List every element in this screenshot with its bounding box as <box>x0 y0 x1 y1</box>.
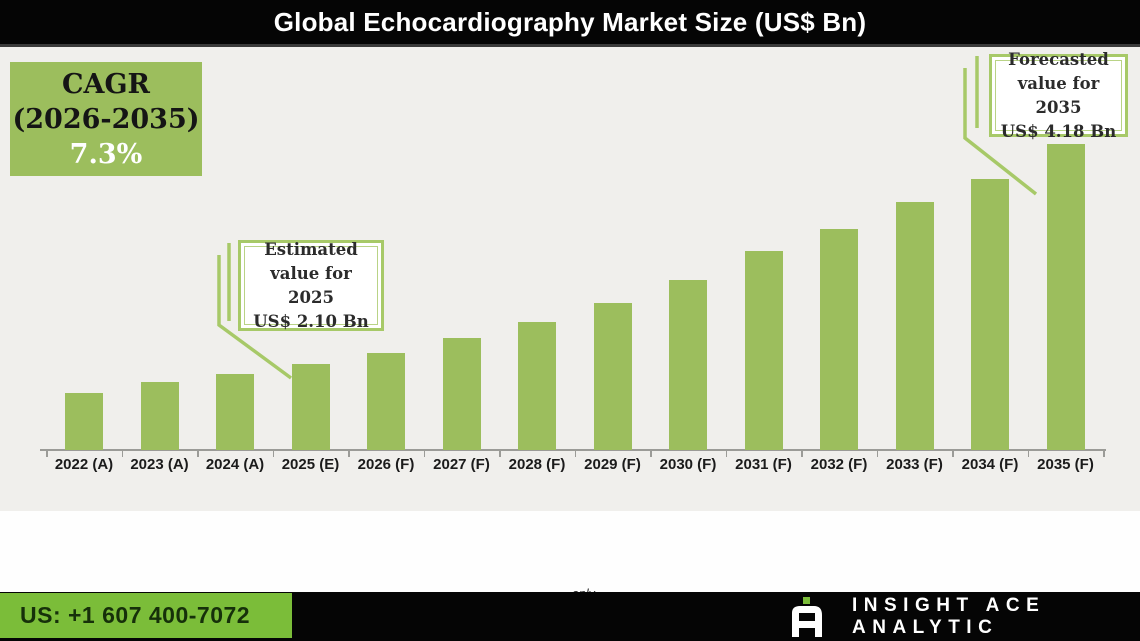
x-axis-label: 2029 (F) <box>584 456 641 473</box>
x-axis-tick <box>348 451 350 457</box>
x-axis-tick <box>574 451 577 457</box>
x-axis-label: 2027 (F) <box>433 456 490 473</box>
x-axis-tick <box>272 451 275 457</box>
x-axis-label: 2025 (E) <box>281 456 340 473</box>
x-axis-tick <box>121 451 124 457</box>
estimated-value-callout: Estimated value for 2025 US$ 2.10 Bn <box>238 240 384 331</box>
x-axis-tick <box>725 451 728 457</box>
brand-name: INSIGHT ACE ANALYTIC <box>852 594 1046 638</box>
footer-bar: US: +1 607 400-7072 INSIGHT ACE ANALYTIC <box>0 592 1140 641</box>
x-axis-tick <box>952 451 954 457</box>
bar-2030-f- <box>669 280 707 450</box>
x-axis-label: 2026 (F) <box>357 456 415 473</box>
x-axis-tick <box>499 451 501 457</box>
insight-ace-logo-icon <box>792 597 822 637</box>
cagr-label-line2: (2026-2035) <box>12 104 200 135</box>
bar-2028-f- <box>518 322 556 450</box>
x-axis-tick <box>650 451 652 457</box>
x-axis-tick <box>197 451 199 457</box>
bar-2031-f- <box>744 251 783 450</box>
x-axis-label: 2028 (F) <box>508 456 566 473</box>
x-axis-label: 2022 (A) <box>54 456 114 473</box>
contributors-strip: Market Contributors: PHILIPS GSK SAMSUNG… <box>0 511 1140 592</box>
x-axis-tick <box>876 451 879 457</box>
phone-number: US: +1 607 400-7072 <box>20 602 251 628</box>
bar-2034-f- <box>971 179 1009 450</box>
page-title: Global Echocardiography Market Size (US$… <box>273 6 867 37</box>
bar-2023-a- <box>140 382 179 450</box>
bar-2035-f- <box>1046 144 1085 450</box>
x-axis-label: 2030 (F) <box>659 456 717 473</box>
x-axis-label: 2034 (F) <box>961 456 1019 473</box>
bar-2022-a- <box>65 393 103 450</box>
x-axis-tick <box>46 451 48 457</box>
bar-2026-f- <box>367 353 405 450</box>
bar-2029-f- <box>593 303 632 450</box>
cagr-box: CAGR (2026-2035) 7.3% <box>10 62 202 176</box>
cagr-value: 7.3% <box>69 139 143 170</box>
estimated-line2: value for 2025 <box>270 263 352 307</box>
x-axis-line <box>40 449 1106 451</box>
forecasted-value-callout: Forecasted value for 2035 US$ 4.18 Bn <box>989 50 1128 141</box>
bar-2032-f- <box>820 229 858 450</box>
x-axis-label: 2023 (A) <box>130 456 189 473</box>
x-axis-label: 2024 (A) <box>205 456 265 473</box>
bar-2033-f- <box>895 202 934 450</box>
x-axis-tick <box>1027 451 1030 457</box>
estimated-value-callout-text: Estimated value for 2025 US$ 2.10 Bn <box>244 240 378 331</box>
x-axis-label: 2033 (F) <box>886 456 943 473</box>
cagr-label-line1: CAGR <box>62 69 150 100</box>
forecasted-line2: value for 2035 <box>1017 73 1100 117</box>
x-axis-tick <box>801 451 803 457</box>
bar-2027-f- <box>442 338 481 450</box>
x-axis-label: 2035 (F) <box>1037 456 1094 473</box>
forecasted-line1: Forecasted <box>1008 49 1109 69</box>
x-axis-label: 2031 (F) <box>735 456 792 473</box>
bar-2025-e- <box>291 364 330 450</box>
title-bar: Global Echocardiography Market Size (US$… <box>0 0 1140 47</box>
bar-2024-a- <box>216 374 254 450</box>
x-axis-tick <box>1103 451 1105 457</box>
forecasted-value-callout-text: Forecasted value for 2035 US$ 4.18 Bn <box>995 50 1122 141</box>
x-axis-label: 2032 (F) <box>810 456 868 473</box>
estimated-line3: US$ 2.10 Bn <box>253 311 369 331</box>
phone-banner: US: +1 607 400-7072 <box>0 593 292 638</box>
x-axis-tick <box>423 451 426 457</box>
estimated-line1: Estimated <box>264 239 358 259</box>
forecasted-line3: US$ 4.18 Bn <box>1000 121 1117 141</box>
